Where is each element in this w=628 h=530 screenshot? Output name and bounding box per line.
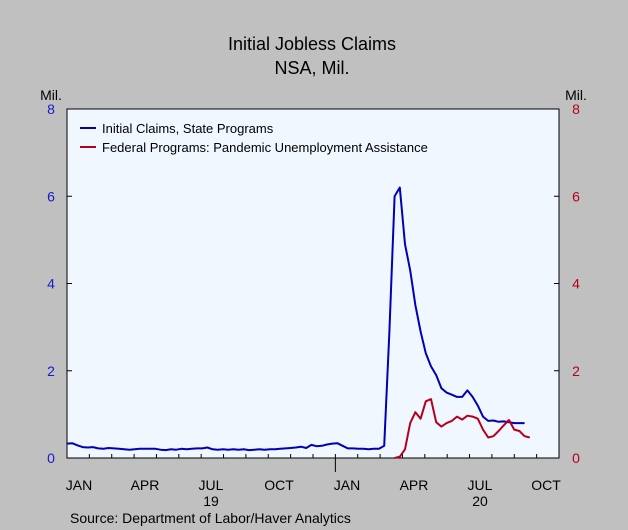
plot-area [66, 108, 560, 459]
left-y-tick-label: 0 [47, 450, 55, 466]
left-axis-unit: Mil. [40, 87, 62, 103]
legend: Initial Claims, State Programs Federal Pr… [80, 121, 428, 155]
right-y-tick-label: 8 [572, 101, 580, 117]
left-y-tick-label: 8 [47, 101, 55, 117]
chart-marks: 0 0 2 2 4 4 6 6 8 8 JAN APR JUL OCT JAN APR JUL OCT 19 20 [47, 101, 580, 509]
right-y-tick-label: 2 [572, 363, 580, 379]
right-y-tick-label: 0 [572, 450, 580, 466]
x-tick-label: JUL [468, 477, 493, 493]
x-year-label: 20 [472, 493, 488, 509]
x-tick-label: JAN [66, 477, 92, 493]
legend-label-federal: Federal Programs: Pandemic Unemployment … [102, 140, 428, 155]
left-y-tick-label: 6 [47, 188, 55, 204]
x-tick-label: APR [400, 477, 429, 493]
series-line-state [66, 186, 525, 452]
legend-label-state: Initial Claims, State Programs [102, 121, 274, 136]
chart-title: Initial Jobless Claims [228, 34, 396, 54]
series-line-federal [394, 398, 531, 459]
x-tick-label: OCT [264, 477, 294, 493]
x-tick-label: JAN [334, 477, 360, 493]
left-y-tick-label: 4 [47, 276, 55, 292]
right-axis-unit: Mil. [565, 87, 587, 103]
source-note: Source: Department of Labor/Haver Analyt… [70, 510, 351, 526]
x-tick-label: APR [131, 477, 160, 493]
right-y-tick-label: 6 [572, 188, 580, 204]
left-y-tick-label: 2 [47, 363, 55, 379]
chart-subtitle: NSA, Mil. [274, 58, 349, 78]
right-y-tick-label: 4 [572, 276, 580, 292]
x-tick-label: JUL [199, 477, 224, 493]
x-tick-label: OCT [531, 477, 561, 493]
x-year-label: 19 [203, 493, 219, 509]
